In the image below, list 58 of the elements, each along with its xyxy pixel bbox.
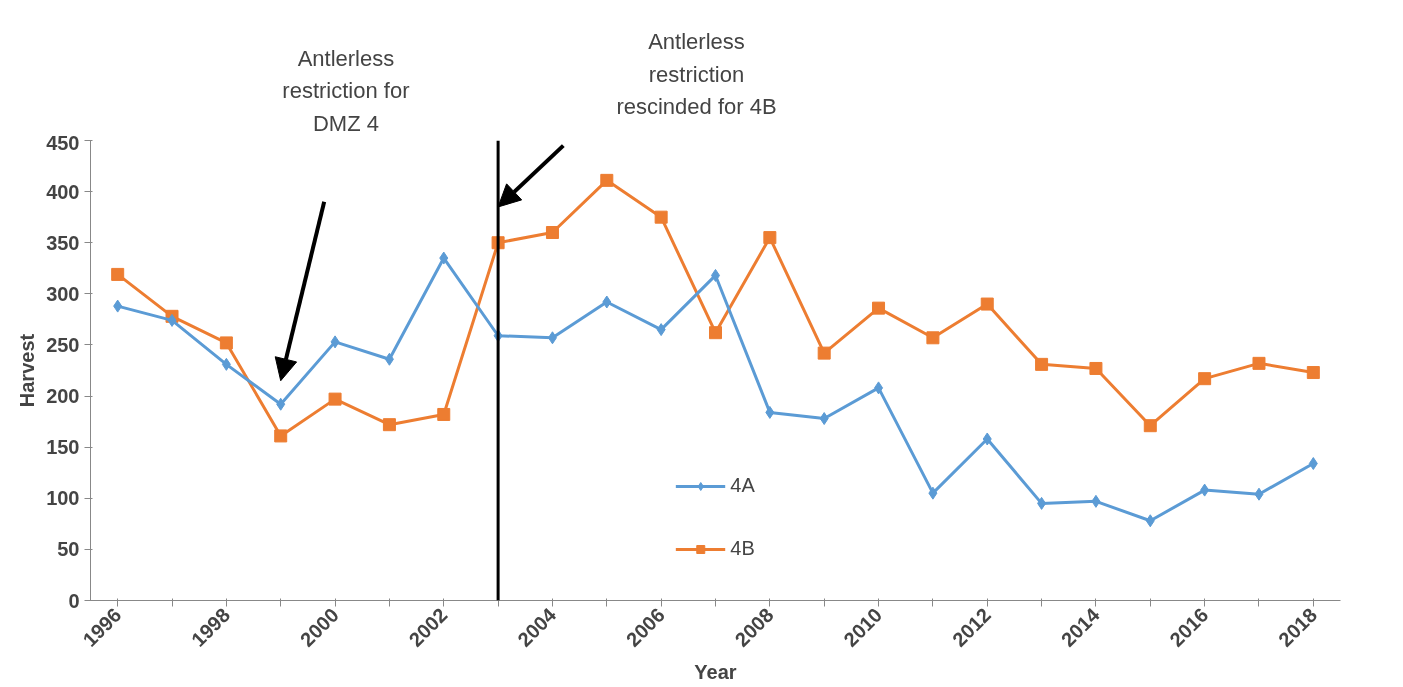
point xyxy=(817,346,831,360)
x-axis-title: Year xyxy=(694,660,737,683)
point xyxy=(1035,357,1049,371)
point xyxy=(1306,366,1320,380)
point xyxy=(1145,514,1155,528)
point xyxy=(219,336,233,350)
point xyxy=(602,295,612,309)
point xyxy=(928,486,938,500)
y-tick-label: 350 xyxy=(46,231,80,254)
point xyxy=(1254,487,1264,501)
point xyxy=(1143,419,1157,433)
point xyxy=(982,432,992,446)
point xyxy=(1252,356,1266,370)
point xyxy=(276,397,286,411)
point xyxy=(600,173,614,187)
point xyxy=(765,405,775,419)
point xyxy=(874,381,884,395)
point xyxy=(656,323,666,337)
y-tick-label: 150 xyxy=(46,436,80,459)
point xyxy=(1037,496,1047,510)
point xyxy=(330,335,340,349)
y-tick-label: 0 xyxy=(68,589,80,612)
point xyxy=(384,352,394,366)
point xyxy=(221,357,231,371)
point xyxy=(1089,361,1103,375)
point xyxy=(926,331,940,345)
text: Antlerless restriction rescinded for 4B xyxy=(616,29,777,120)
point xyxy=(547,331,557,345)
point xyxy=(872,301,886,315)
point xyxy=(1200,483,1210,497)
point xyxy=(113,299,123,313)
point xyxy=(111,267,125,281)
point xyxy=(274,429,288,443)
point xyxy=(439,251,449,265)
point xyxy=(167,313,177,327)
point xyxy=(709,326,722,340)
y-axis-title: Harvest xyxy=(16,333,39,408)
legend-label: 4B xyxy=(730,537,755,560)
point xyxy=(1308,457,1318,471)
point xyxy=(545,226,559,239)
y-tick-label: 50 xyxy=(57,538,80,561)
point xyxy=(1091,494,1101,508)
point xyxy=(1198,372,1212,386)
point xyxy=(382,418,396,432)
point xyxy=(437,407,451,421)
y-tick-label: 300 xyxy=(46,282,80,305)
y-tick-label: 100 xyxy=(46,487,80,510)
point xyxy=(328,392,342,406)
point xyxy=(763,231,777,245)
text: Antlerless restriction for DMZ 4 xyxy=(282,45,410,136)
y-tick-label: 450 xyxy=(46,131,80,154)
y-tick-label: 250 xyxy=(46,333,80,356)
y-tick-label: 400 xyxy=(46,180,80,203)
point xyxy=(654,210,668,224)
point xyxy=(819,412,829,426)
y-tick-label: 200 xyxy=(46,385,80,408)
legend-label: 4A xyxy=(730,474,755,497)
point xyxy=(980,297,994,311)
